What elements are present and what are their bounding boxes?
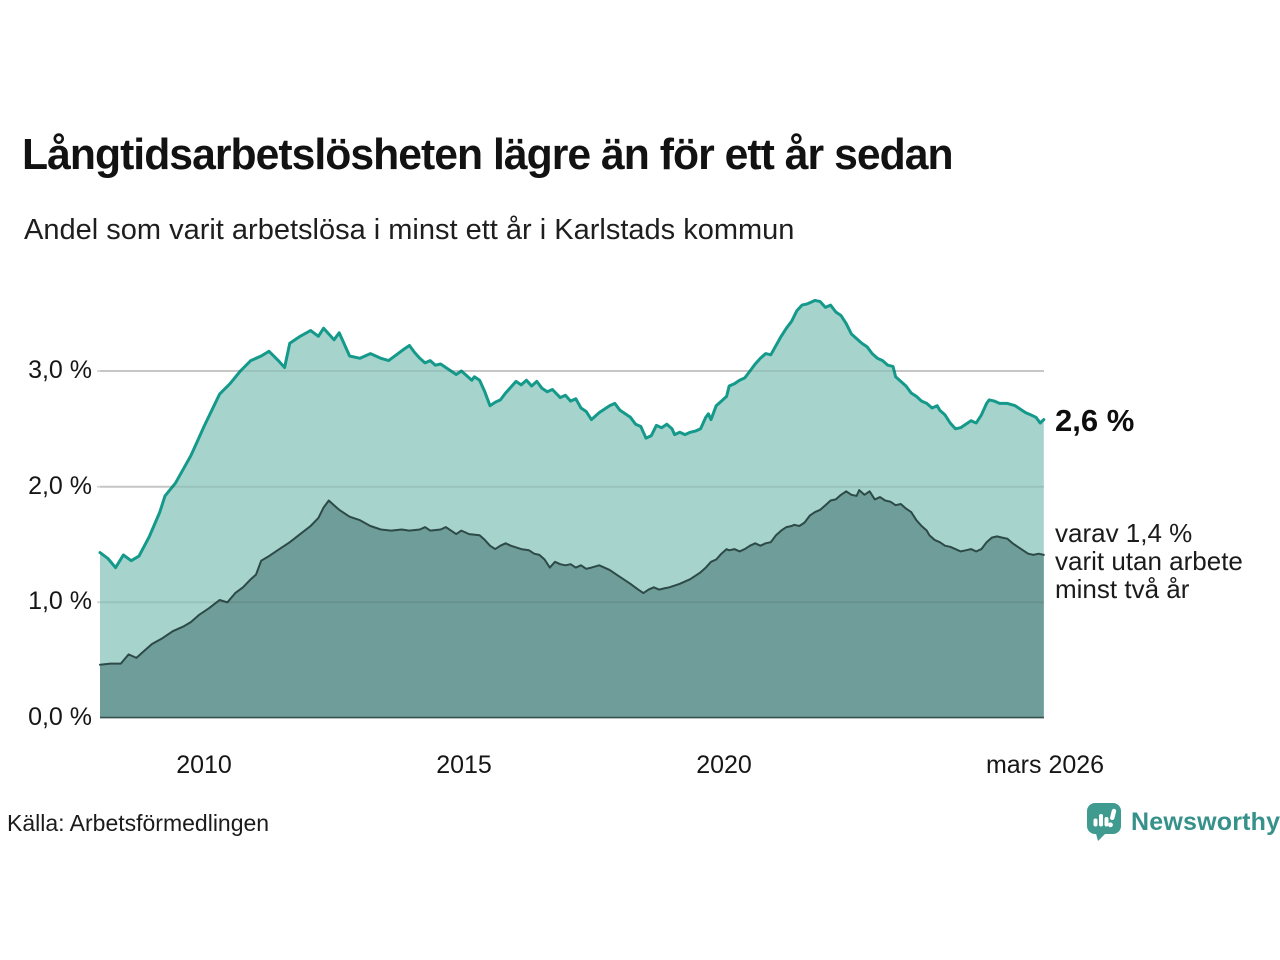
x-tick-label: mars 2026 [985,751,1105,779]
newsworthy-logo: Newsworthy [1086,802,1280,842]
y-tick-label: 0,0 % [28,703,92,731]
y-tick-label: 2,0 % [28,471,92,500]
x-tick-label: 2015 [436,751,492,779]
newsworthy-pin-icon [1087,803,1121,841]
y-tick-label: 1,0 % [28,587,92,616]
source-credit: Källa: Arbetsförmedlingen [7,810,270,836]
series-end-label-total: 2,6 % [1055,403,1135,438]
chart-subtitle: Andel som varit arbetslösa i minst ett å… [24,214,795,246]
area-line-two-years [99,489,1045,666]
page-title: Långtidsarbetslösheten lägre än för ett … [22,130,954,179]
x-tick-label: 2010 [176,751,232,779]
x-tick-label: 2020 [696,751,752,779]
y-tick-label: 3,0 % [28,355,92,384]
area-fill-two-years [100,490,1044,718]
series-end-label-two-years: varav 1,4 % varit utan arbete minst två … [1055,518,1243,604]
area-line-one-year [98,298,1046,570]
newsworthy-logo-text: Newsworthy [1131,807,1280,836]
